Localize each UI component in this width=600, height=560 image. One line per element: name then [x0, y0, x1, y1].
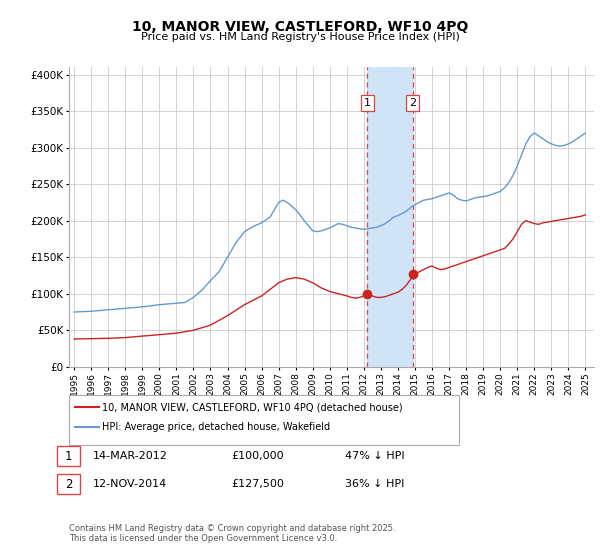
Text: Price paid vs. HM Land Registry's House Price Index (HPI): Price paid vs. HM Land Registry's House …: [140, 32, 460, 43]
Text: 47% ↓ HPI: 47% ↓ HPI: [345, 451, 404, 461]
Text: 12-NOV-2014: 12-NOV-2014: [93, 479, 167, 489]
Text: 14-MAR-2012: 14-MAR-2012: [93, 451, 168, 461]
Text: 10, MANOR VIEW, CASTLEFORD, WF10 4PQ (detached house): 10, MANOR VIEW, CASTLEFORD, WF10 4PQ (de…: [102, 402, 403, 412]
Text: 2: 2: [409, 98, 416, 108]
Text: £127,500: £127,500: [231, 479, 284, 489]
Text: HPI: Average price, detached house, Wakefield: HPI: Average price, detached house, Wake…: [102, 422, 330, 432]
Text: £100,000: £100,000: [231, 451, 284, 461]
Text: 10, MANOR VIEW, CASTLEFORD, WF10 4PQ: 10, MANOR VIEW, CASTLEFORD, WF10 4PQ: [132, 20, 468, 34]
Text: 36% ↓ HPI: 36% ↓ HPI: [345, 479, 404, 489]
Bar: [367, 67, 413, 367]
Text: 2: 2: [65, 478, 72, 491]
Text: 1: 1: [364, 98, 371, 108]
Text: 1: 1: [65, 450, 72, 463]
Text: Contains HM Land Registry data © Crown copyright and database right 2025.
This d: Contains HM Land Registry data © Crown c…: [69, 524, 395, 543]
